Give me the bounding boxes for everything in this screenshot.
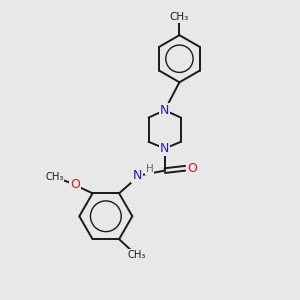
Text: CH₃: CH₃ — [45, 172, 64, 182]
Text: N: N — [160, 104, 169, 117]
Text: O: O — [187, 162, 197, 175]
Text: CH₃: CH₃ — [128, 250, 146, 260]
Text: CH₃: CH₃ — [170, 12, 189, 22]
Text: O: O — [70, 178, 80, 191]
Text: N: N — [132, 169, 142, 182]
Text: H: H — [146, 164, 153, 174]
Text: N: N — [160, 142, 169, 155]
